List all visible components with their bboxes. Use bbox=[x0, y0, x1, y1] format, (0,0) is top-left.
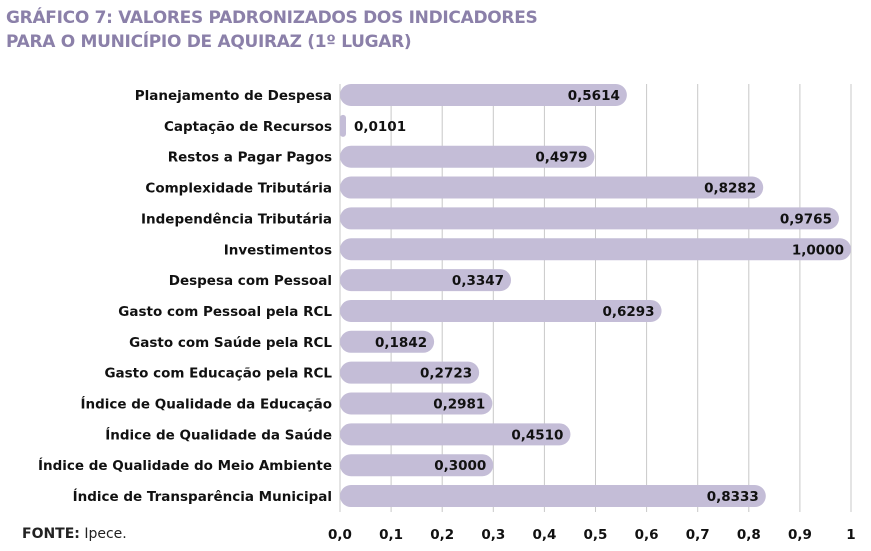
data-label: 0,0101 bbox=[354, 119, 406, 135]
bar bbox=[340, 114, 346, 137]
category-label: Complexidade Tributária bbox=[145, 181, 332, 197]
bar bbox=[340, 207, 839, 230]
source-text: Ipece. bbox=[79, 526, 127, 542]
category-label: Gasto com Saúde pela RCL bbox=[129, 335, 332, 351]
title-line-2: PARA O MUNICÍPIO DE AQUIRAZ (1º LUGAR) bbox=[6, 32, 412, 52]
x-tick-label: 0,4 bbox=[532, 527, 556, 543]
data-label: 0,8282 bbox=[704, 181, 756, 197]
bar bbox=[340, 454, 494, 477]
bar bbox=[340, 269, 512, 292]
category-label: Gasto com Pessoal pela RCL bbox=[118, 304, 332, 320]
data-label: 0,5614 bbox=[568, 88, 620, 104]
data-label: 0,3000 bbox=[434, 458, 486, 474]
x-tick-label: 0,1 bbox=[379, 527, 403, 543]
category-label: Captação de Recursos bbox=[164, 119, 332, 135]
data-label: 0,2723 bbox=[420, 366, 472, 382]
data-label: 1,0000 bbox=[792, 242, 844, 258]
bar bbox=[340, 423, 571, 446]
source-label: FONTE: bbox=[22, 526, 80, 542]
bar bbox=[340, 299, 662, 322]
category-label: Gasto com Educação pela RCL bbox=[104, 366, 332, 382]
category-label: Despesa com Pessoal bbox=[169, 273, 332, 289]
bar bbox=[340, 330, 435, 353]
category-label: Índice de Qualidade do Meio Ambiente bbox=[38, 457, 332, 474]
x-tick-label: 0,3 bbox=[481, 527, 505, 543]
chart-title: GRÁFICO 7: VALORES PADRONIZADOS DOS INDI… bbox=[6, 6, 538, 54]
bar bbox=[340, 145, 595, 168]
category-label: Investimentos bbox=[224, 242, 332, 258]
x-tick-label: 1 bbox=[846, 527, 855, 543]
category-label: Índice de Qualidade da Saúde bbox=[105, 426, 332, 443]
data-label: 0,2981 bbox=[433, 397, 485, 413]
data-label: 0,3347 bbox=[452, 273, 504, 289]
data-label: 0,1842 bbox=[375, 335, 427, 351]
bar bbox=[340, 485, 766, 508]
x-tick-label: 0,7 bbox=[686, 527, 710, 543]
data-label: 0,4510 bbox=[511, 427, 563, 443]
bar bbox=[340, 238, 851, 261]
bar bbox=[340, 392, 493, 415]
data-label: 0,8333 bbox=[707, 489, 759, 505]
x-tick-label: 0,6 bbox=[635, 527, 659, 543]
x-tick-label: 0,0 bbox=[328, 527, 352, 543]
bar bbox=[340, 84, 627, 106]
category-label: Planejamento de Despesa bbox=[135, 88, 332, 104]
category-label: Independência Tributária bbox=[141, 211, 332, 227]
title-line-1: GRÁFICO 7: VALORES PADRONIZADOS DOS INDI… bbox=[6, 8, 538, 28]
category-label: Índice de Qualidade da Educação bbox=[80, 396, 332, 413]
x-tick-label: 0,9 bbox=[788, 527, 812, 543]
bar bbox=[340, 176, 764, 199]
category-label: Índice de Transparência Municipal bbox=[73, 488, 332, 505]
x-tick-label: 0,8 bbox=[737, 527, 761, 543]
source-note: FONTE: Ipece. bbox=[22, 526, 127, 542]
data-label: 0,6293 bbox=[602, 304, 654, 320]
bar bbox=[340, 361, 480, 384]
x-tick-label: 0,5 bbox=[584, 527, 608, 543]
category-label: Restos a Pagar Pagos bbox=[168, 150, 332, 166]
x-tick-label: 0,2 bbox=[430, 527, 454, 543]
data-label: 0,4979 bbox=[535, 150, 587, 166]
data-label: 0,9765 bbox=[780, 211, 832, 227]
